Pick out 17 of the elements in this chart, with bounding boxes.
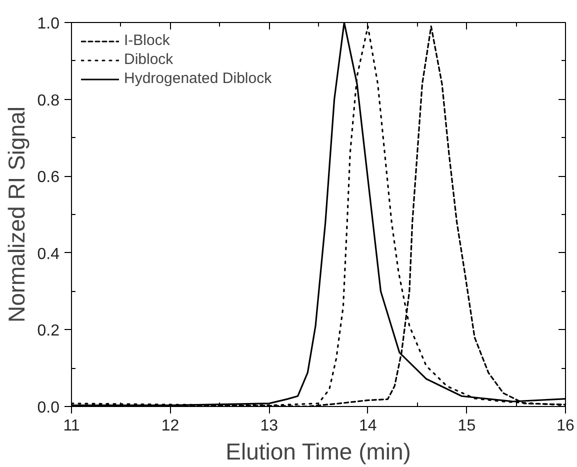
y-tick-label: 0.2: [37, 322, 60, 340]
legend-label: Hydrogenated Diblock: [124, 70, 272, 87]
y-tick-label: 1.0: [37, 16, 60, 32]
legend-label: I-Block: [124, 32, 170, 49]
x-tick-label: 13: [260, 418, 278, 434]
x-tick-label: 12: [161, 418, 180, 434]
y-axis-title: Normalized RI Signal: [3, 106, 30, 323]
y-tick-label: 0.4: [37, 246, 60, 263]
y-tick-label: 0.0: [37, 400, 60, 416]
x-tick-label: 14: [359, 418, 377, 434]
x-tick-label: 15: [458, 418, 476, 434]
y-tick-label: 0.8: [37, 92, 60, 110]
y-tick-label: 0.6: [37, 169, 60, 186]
x-axis-title: Elution Time (min): [226, 438, 411, 464]
x-tick-label: 11: [63, 418, 80, 434]
x-tick-label: 16: [556, 418, 574, 434]
legend-label: Diblock: [124, 51, 174, 68]
